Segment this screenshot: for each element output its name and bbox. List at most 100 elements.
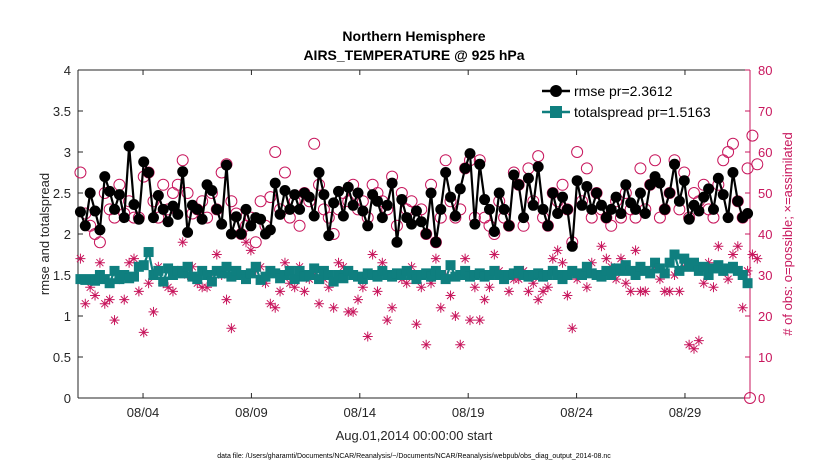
rmse-point [469, 218, 481, 230]
rmse-point [722, 212, 734, 224]
assimilated-obs-point [367, 249, 378, 260]
x-ticks: 08/04 08/09 08/14 08/19 08/24 08/29 [127, 70, 701, 420]
assimilated-obs-point [99, 298, 110, 309]
rmse-point [279, 185, 291, 197]
rmse-point [659, 203, 671, 215]
totalspread-point [460, 265, 471, 276]
y-tick-label: 1 [64, 309, 71, 324]
rmse-point [303, 191, 315, 203]
assimilated-obs-point [538, 286, 549, 297]
totalspread-point [615, 265, 626, 276]
rmse-point [454, 183, 466, 195]
assimilated-obs-point [119, 294, 130, 305]
assimilated-obs-point [133, 286, 144, 297]
assimilated-obs-point [163, 282, 174, 293]
rmse-point [157, 203, 169, 215]
assimilated-obs-point [211, 249, 222, 260]
totalspread-point [606, 270, 617, 280]
rmse-point [464, 148, 476, 160]
rmse-point [669, 158, 681, 170]
rmse-point [104, 185, 116, 197]
assimilated-obs-point [654, 274, 665, 285]
assimilated-obs-point [90, 290, 101, 301]
totalspread-point [698, 261, 709, 272]
assimilated-obs-point [348, 306, 359, 317]
assimilated-obs-point [747, 249, 758, 260]
totalspread-point [664, 257, 675, 268]
assimilated-obs-point [353, 294, 363, 305]
assimilated-obs-point [221, 294, 232, 305]
legend-rmse-label: rmse pr=2.3612 [574, 83, 673, 99]
rmse-point [542, 220, 554, 232]
totalspread-point [221, 261, 232, 272]
rmse-point [561, 203, 573, 215]
assimilated-obs-point [245, 245, 256, 256]
rmse-point [581, 180, 593, 192]
rmse-point [430, 236, 442, 248]
rmse-point [191, 203, 203, 215]
rmse-point [113, 189, 125, 201]
y2-tick-label: 40 [758, 227, 772, 242]
y-tick-label: 1.5 [53, 268, 71, 283]
totalspread-point [206, 276, 217, 287]
rmse-point [727, 167, 739, 178]
legend-spread-label: totalspread pr=1.5163 [574, 104, 711, 120]
totalspread-point [737, 270, 748, 280]
possible-obs-point [634, 162, 647, 175]
assimilated-obs-point [85, 282, 96, 293]
rmse-point [221, 159, 233, 171]
y-tick-label: 2.5 [53, 186, 71, 201]
rmse-point [513, 179, 525, 191]
rmse-point [435, 203, 447, 215]
totalspread-point [202, 270, 213, 280]
rmse-point [337, 210, 349, 222]
totalspread-point [357, 274, 368, 285]
rmse-point [323, 230, 335, 242]
rmse-point [284, 203, 296, 215]
rmse-point [79, 220, 91, 232]
rmse-point [289, 189, 301, 201]
totalspread-point [260, 271, 271, 282]
totalspread-point [426, 271, 437, 282]
rmse-point [177, 166, 189, 178]
rmse-point [211, 203, 223, 215]
rmse-point [362, 220, 374, 232]
possible-obs-point [439, 154, 452, 167]
totalspread-point [703, 270, 714, 280]
x-tick-label: 08/04 [127, 405, 160, 420]
y-tick-label: 3 [64, 145, 71, 160]
assimilated-obs-point [727, 249, 738, 260]
y-ticks: 0 0.5 1 1.5 2 2.5 3 3.5 4 [53, 63, 83, 406]
assimilated-obs-point [684, 339, 695, 350]
rmse-point [109, 203, 121, 215]
assimilated-obs-point [737, 302, 748, 313]
rmse-point [255, 213, 267, 225]
totalspread-point [304, 270, 315, 280]
assimilated-obs-point [503, 286, 514, 297]
assimilated-obs-point [474, 315, 485, 326]
totalspread-point [659, 268, 670, 279]
rmse-point [84, 187, 96, 199]
legend-rmse-marker [550, 85, 562, 97]
totalspread-point [338, 273, 349, 284]
assimilated-obs-point [362, 331, 373, 342]
assimilated-obs-point [528, 278, 539, 289]
possible-obs-point [176, 154, 189, 167]
rmse-point [717, 189, 729, 201]
rmse-point [698, 191, 710, 203]
rmse-point [615, 208, 627, 219]
possible-obs-point [726, 137, 739, 150]
assimilated-obs-point [596, 241, 607, 252]
rmse-point [566, 240, 578, 252]
rmse-point [274, 208, 286, 220]
assimilated-obs-point [698, 278, 709, 289]
totalspread-point [742, 278, 753, 289]
rmse-point [167, 200, 179, 212]
totalspread-point [713, 260, 724, 271]
possible-obs-point [293, 219, 306, 232]
possible-obs-point [74, 166, 87, 179]
possible-obs-point [649, 154, 662, 167]
totalspread-point [372, 271, 383, 282]
rmse-point [216, 218, 228, 230]
